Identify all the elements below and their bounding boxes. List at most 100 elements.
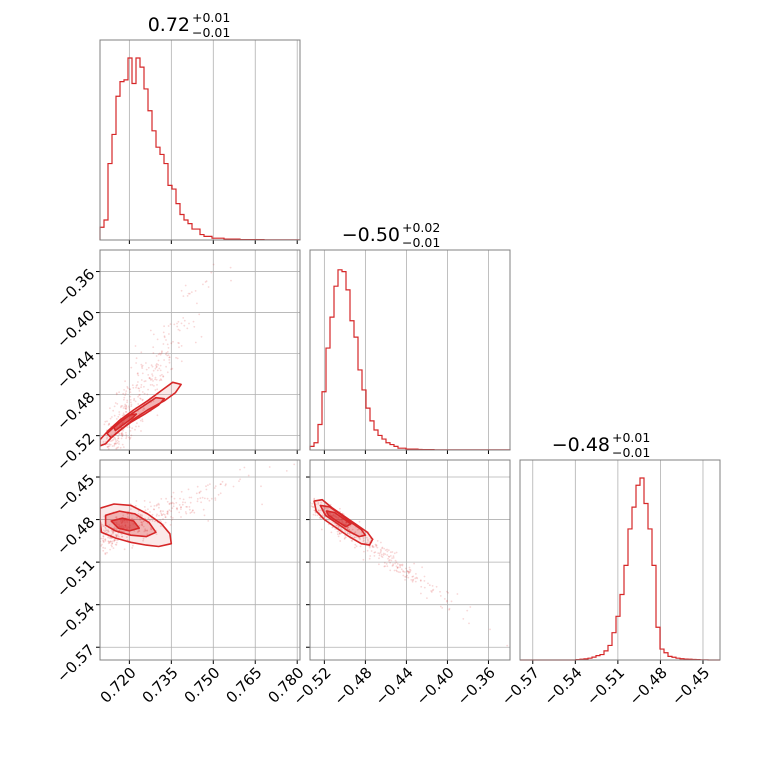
sample-point (168, 361, 171, 364)
sample-point (354, 543, 357, 546)
sample-point (91, 510, 93, 512)
sample-point (104, 547, 106, 550)
sample-point (338, 525, 340, 528)
sample-point (183, 324, 186, 327)
sample-point (407, 572, 410, 575)
sample-point (141, 367, 144, 369)
sample-point (107, 445, 110, 448)
sample-point (170, 342, 173, 345)
sample-point (83, 552, 85, 554)
sample-point (108, 537, 111, 539)
sample-point (137, 425, 140, 428)
sample-point (404, 571, 406, 573)
sample-point (159, 509, 162, 512)
sample-point (138, 387, 141, 390)
sample-point (193, 511, 196, 514)
sample-point (141, 420, 144, 423)
sample-point (350, 534, 352, 537)
sample-point (134, 428, 136, 431)
sample-point (196, 485, 199, 488)
sample-point (121, 535, 124, 538)
sample-point (348, 528, 350, 531)
sample-point (196, 500, 199, 503)
sample-point (131, 427, 134, 429)
sample-point (394, 559, 397, 562)
sample-point (346, 532, 349, 535)
density-contour-3 (110, 517, 140, 532)
sample-point (489, 628, 491, 631)
sample-point (102, 539, 104, 542)
sample-point (182, 498, 185, 501)
sample-point (419, 579, 422, 582)
sample-point (125, 405, 127, 408)
sample-point (140, 363, 143, 366)
sample-point (86, 542, 88, 544)
sample-point (110, 456, 112, 458)
sample-point (97, 474, 99, 476)
sample-point (143, 520, 145, 522)
sample-point (103, 529, 105, 532)
sample-point (159, 519, 161, 522)
sample-point (396, 567, 399, 569)
sample-point (186, 295, 189, 297)
sample-point (150, 505, 152, 508)
sample-point (140, 523, 143, 526)
sample-point (409, 569, 412, 572)
sample-point (108, 542, 111, 544)
sample-point (109, 453, 111, 455)
sample-point (170, 510, 173, 512)
sample-point (132, 518, 135, 521)
sample-point (423, 586, 426, 589)
sample-point (128, 532, 131, 535)
sample-point (399, 564, 401, 567)
sample-point (112, 409, 115, 412)
sample-point (102, 541, 105, 544)
sample-point (147, 517, 150, 519)
sample-point (397, 571, 400, 573)
sample-point (362, 558, 365, 561)
sample-point (98, 527, 100, 529)
pair-panel-1-2 (62, 249, 301, 534)
sample-point (374, 551, 377, 553)
sample-point (321, 514, 324, 517)
sample-point (113, 442, 116, 445)
sample-point (410, 579, 413, 581)
sample-point (350, 539, 353, 542)
sample-point (116, 452, 118, 454)
sample-point (214, 499, 217, 501)
sample-point (399, 571, 401, 574)
sample-point (408, 568, 411, 571)
sample-point (107, 450, 109, 452)
sample-point (120, 405, 123, 407)
sample-point (176, 357, 179, 360)
sample-point (161, 373, 163, 376)
sample-point (116, 447, 118, 449)
sample-point (402, 574, 405, 577)
sample-point (311, 502, 313, 505)
sample-point (113, 455, 115, 457)
sample-point (121, 434, 124, 437)
sample-point (380, 553, 383, 556)
param-title-value-1: 0.72 (148, 14, 190, 36)
sample-point (141, 418, 144, 421)
sample-point (148, 376, 151, 379)
sample-point (219, 492, 222, 495)
sample-point (381, 546, 384, 549)
sample-point (401, 563, 404, 566)
sample-point (122, 407, 125, 409)
sample-point (155, 366, 158, 369)
sample-point (205, 280, 208, 283)
param-title-minus-error-1: −0.01 (192, 25, 230, 40)
sample-point (389, 569, 392, 572)
sample-point (125, 406, 128, 409)
sample-point (371, 545, 374, 548)
sample-point (115, 527, 117, 530)
sample-point (178, 504, 181, 506)
sample-point (62, 532, 64, 534)
sample-point (140, 398, 142, 400)
sample-point (113, 526, 116, 528)
sample-point (402, 570, 404, 572)
sample-point (115, 535, 118, 538)
sample-point (343, 537, 346, 539)
sample-point (169, 323, 172, 325)
